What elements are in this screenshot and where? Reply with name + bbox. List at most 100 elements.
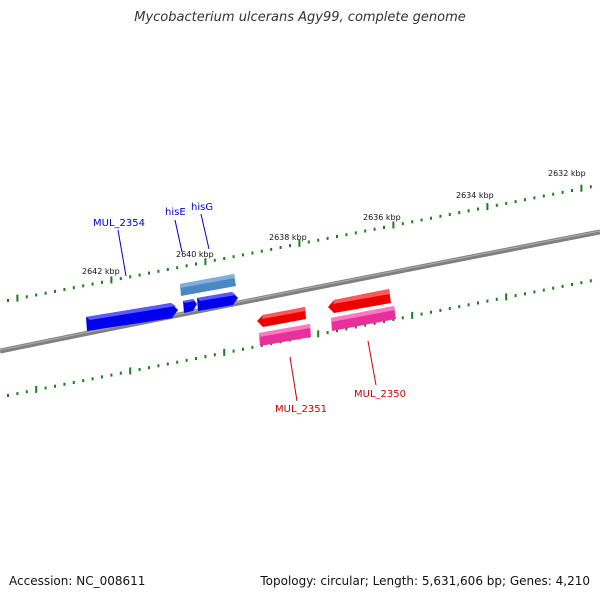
major-tick	[35, 385, 38, 393]
gene-label-mul2354[interactable]: MUL_2354	[93, 218, 145, 229]
minor-tick	[561, 284, 564, 288]
minor-tick	[166, 362, 169, 366]
minor-tick	[148, 366, 150, 370]
map-title: Mycobacterium ulcerans Agy99, complete g…	[134, 10, 466, 25]
minor-tick	[364, 229, 367, 233]
minor-tick	[589, 185, 592, 189]
leader-line-mul2350	[367, 340, 377, 386]
minor-tick	[505, 201, 508, 205]
major-tick	[580, 184, 583, 192]
minor-tick	[439, 214, 442, 218]
major-tick	[298, 239, 301, 247]
gene-label-mul2351[interactable]: MUL_2351	[275, 404, 327, 415]
minor-tick	[195, 357, 197, 360]
minor-tick	[533, 196, 536, 200]
minor-tick	[524, 292, 526, 296]
minor-tick	[91, 282, 94, 286]
gene-label-mul2350[interactable]: MUL_2350	[354, 389, 406, 400]
minor-tick	[477, 301, 479, 305]
gene-label-hisG[interactable]: hisG	[191, 202, 213, 213]
minor-tick	[251, 251, 254, 255]
minor-tick	[467, 209, 470, 213]
gene-label-hisE[interactable]: hisE	[165, 207, 186, 218]
minor-tick	[44, 386, 47, 390]
scale-ticks-upper	[7, 184, 592, 302]
minor-tick	[486, 299, 489, 303]
minor-tick	[157, 269, 160, 273]
minor-tick	[411, 220, 414, 224]
minor-tick	[477, 207, 479, 211]
minor-tick	[401, 222, 404, 226]
accession-text: Accession: NC_008611	[9, 574, 146, 588]
minor-tick	[448, 213, 451, 216]
major-tick	[129, 367, 132, 375]
minor-tick	[383, 320, 385, 323]
major-tick	[411, 311, 414, 319]
minor-tick	[289, 244, 291, 248]
minor-tick	[580, 281, 583, 285]
minor-tick	[354, 325, 357, 329]
minor-tick	[232, 349, 235, 353]
gene-feature-mul2351[interactable]	[259, 324, 311, 346]
minor-tick	[213, 258, 216, 262]
minor-tick	[72, 381, 75, 384]
minor-tick	[420, 218, 423, 222]
minor-tick	[176, 266, 179, 270]
minor-tick	[251, 345, 254, 349]
minor-tick	[345, 233, 348, 237]
minor-tick	[91, 377, 94, 381]
minor-tick	[129, 275, 132, 279]
minor-tick	[101, 280, 103, 284]
minor-tick	[458, 211, 461, 215]
minor-tick	[430, 216, 432, 220]
gene-feature-mul2350-cds[interactable]	[328, 289, 391, 313]
minor-tick	[533, 290, 536, 294]
gene-feature-hisE[interactable]	[183, 299, 197, 313]
major-tick	[317, 330, 320, 338]
minor-tick	[110, 373, 113, 377]
minor-tick	[392, 318, 395, 322]
major-tick	[204, 258, 207, 266]
leader-line-mul2351	[289, 356, 298, 402]
gene-feature-hisG-cds[interactable]	[197, 292, 238, 311]
gene-feature-mul2351-cds[interactable]	[257, 307, 306, 327]
minor-tick	[542, 288, 545, 292]
minor-tick	[552, 286, 555, 290]
major-tick	[223, 348, 226, 356]
minor-tick	[495, 203, 498, 207]
minor-tick	[336, 235, 338, 238]
minor-tick	[326, 236, 329, 240]
minor-tick	[242, 253, 244, 257]
minor-tick	[336, 329, 338, 333]
minor-tick	[232, 255, 235, 259]
kbp-label-2642: 2642 kbp	[82, 267, 120, 276]
minor-tick	[16, 392, 19, 396]
gene-feature-mul2354[interactable]	[86, 303, 178, 331]
minor-tick	[495, 297, 498, 301]
minor-tick	[148, 271, 150, 275]
gene-feature-mul2350[interactable]	[331, 306, 396, 331]
leader-line-mul2354	[117, 229, 127, 277]
minor-tick	[101, 375, 103, 379]
minor-tick	[72, 286, 75, 290]
minor-tick	[364, 323, 367, 327]
minor-tick	[401, 316, 404, 320]
leader-line-hisE	[174, 219, 183, 253]
minor-tick	[307, 240, 310, 244]
minor-tick	[185, 358, 188, 362]
gene-feature-hisG[interactable]	[180, 274, 236, 296]
minor-tick	[552, 192, 555, 196]
minor-tick	[223, 257, 226, 260]
minor-tick	[157, 364, 160, 368]
minor-tick	[54, 384, 56, 388]
minor-tick	[138, 368, 141, 371]
major-tick	[110, 276, 113, 284]
minor-tick	[383, 225, 385, 229]
minor-tick	[35, 293, 38, 297]
minor-tick	[430, 310, 432, 314]
minor-tick	[467, 303, 470, 307]
minor-tick	[82, 284, 85, 288]
minor-tick	[25, 295, 28, 299]
leader-line-hisG	[200, 213, 210, 250]
